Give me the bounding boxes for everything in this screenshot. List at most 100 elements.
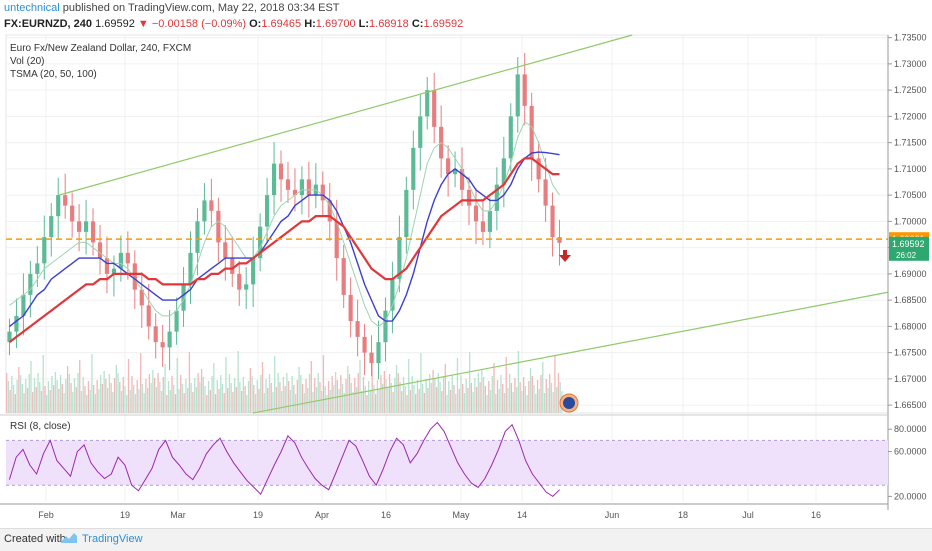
- volume-bar: [298, 367, 300, 413]
- volume-bar: [359, 360, 361, 413]
- candle-body: [7, 331, 12, 343]
- time-tick-label: 18: [678, 510, 688, 520]
- volume-bar: [84, 386, 86, 413]
- volume-bar: [312, 392, 314, 413]
- volume-bar: [126, 395, 128, 413]
- candle-body: [111, 268, 117, 274]
- candle-body: [480, 221, 486, 232]
- time-tick-label: May: [452, 510, 470, 520]
- volume-bar: [281, 391, 283, 413]
- volume-bar: [213, 363, 215, 413]
- time-tick-label: Mar: [170, 510, 186, 520]
- volume-bar: [122, 377, 124, 413]
- volume-bar: [70, 383, 72, 413]
- volume-bar: [489, 390, 492, 413]
- volume-bar: [507, 388, 509, 413]
- volume-bar: [484, 386, 486, 413]
- price-tick-label: 1.68500: [894, 295, 927, 305]
- volume-bar: [89, 390, 91, 413]
- volume-bar: [282, 377, 285, 413]
- candle-body: [550, 205, 555, 238]
- volume-bar: [371, 354, 373, 413]
- rsi-tick-label: 20.0000: [894, 491, 927, 501]
- candle-body: [153, 326, 158, 343]
- volume-bar: [106, 388, 109, 413]
- tradingview-brand[interactable]: TradingView: [82, 533, 143, 545]
- candle-body: [501, 158, 506, 185]
- volume-bar: [413, 385, 415, 413]
- volume-bar: [404, 386, 406, 413]
- volume-bar: [401, 391, 403, 413]
- volume-bar: [218, 389, 220, 413]
- volume-bar: [228, 374, 231, 413]
- volume-bar: [533, 385, 535, 413]
- volume-bar: [462, 384, 464, 413]
- volume-bar: [460, 375, 462, 413]
- volume-bar: [519, 382, 521, 413]
- candle-body: [139, 289, 144, 306]
- chart-area[interactable]: 1.73500 1.73000 1.72500 1.72000 1.71500 1.710…: [0, 0, 932, 528]
- volume-bar: [428, 374, 431, 413]
- volume-bar: [265, 379, 267, 413]
- volume-bar: [425, 379, 427, 413]
- volume-bar: [54, 372, 57, 413]
- volume-bar: [261, 362, 264, 413]
- rsi-tick-label: 60.0000: [894, 447, 927, 457]
- volume-bar: [369, 390, 372, 413]
- candle-body: [278, 163, 284, 180]
- sma50-line: [9, 151, 560, 327]
- volume-bar: [437, 373, 439, 413]
- volume-bar: [409, 390, 412, 413]
- volume-bar: [456, 358, 459, 413]
- volume-bar: [307, 388, 309, 413]
- volume-bar: [470, 383, 473, 413]
- candle-body: [362, 336, 367, 353]
- volume-bar: [230, 383, 232, 413]
- candle-body: [536, 158, 541, 180]
- volume-bar: [164, 364, 166, 413]
- candle-body: [515, 74, 520, 117]
- time-tick-label: Jul: [742, 510, 754, 520]
- candle-body: [63, 195, 68, 206]
- rsi-pane: 80.0000 60.0000 20.0000: [0, 414, 927, 501]
- volume-bar: [286, 373, 288, 413]
- volume-bar: [430, 383, 433, 413]
- volume-bar: [187, 388, 189, 413]
- volume-bar: [251, 376, 253, 413]
- volume-bar: [549, 374, 551, 413]
- volume-bar: [19, 375, 22, 413]
- countdown-label: 26:02: [896, 251, 917, 260]
- volume-bar: [12, 385, 15, 413]
- volume-bar: [160, 391, 163, 413]
- volume-bar: [37, 373, 39, 413]
- candle-body: [181, 284, 186, 311]
- candle-body: [251, 258, 256, 285]
- volume-bar: [91, 354, 93, 413]
- volume-bar: [427, 388, 429, 413]
- volume-bar: [467, 388, 469, 413]
- ohlc-o: 1.69465: [261, 18, 302, 30]
- volume-bar: [333, 385, 335, 413]
- candle-body: [432, 90, 437, 127]
- volume-bar: [204, 386, 206, 413]
- volume-bar: [99, 375, 102, 413]
- volume-bar: [237, 351, 239, 413]
- candle-body: [341, 258, 346, 295]
- volume-bar: [150, 383, 152, 413]
- volume-bar: [463, 393, 466, 413]
- volume-bar: [399, 382, 401, 413]
- volume-bar: [232, 392, 234, 413]
- volume-bar: [491, 376, 493, 413]
- candle-body: [188, 252, 193, 285]
- volume-bar: [475, 387, 478, 413]
- time-axis: Feb 19 Mar 19 Apr 16 May 14 Jun 18 Jul 16: [0, 503, 888, 520]
- volume-bar: [242, 377, 245, 413]
- volume-bar: [30, 361, 32, 413]
- ohlc-l: 1.68918: [369, 18, 409, 30]
- volume-bar: [341, 384, 344, 413]
- volume-bar: [145, 379, 147, 413]
- volume-bar: [275, 387, 278, 413]
- author-link[interactable]: untechnical: [4, 2, 60, 14]
- volume-bar: [364, 386, 366, 413]
- volume-bar: [482, 377, 485, 413]
